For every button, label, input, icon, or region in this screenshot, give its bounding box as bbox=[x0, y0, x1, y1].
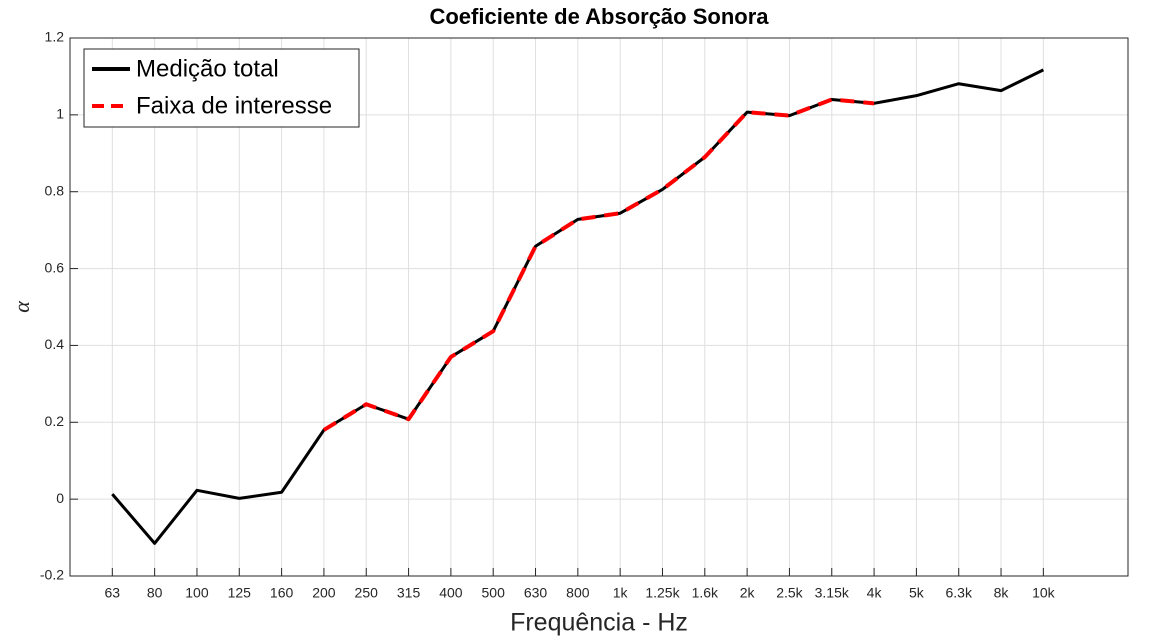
x-tick-label: 100 bbox=[185, 585, 209, 601]
axes-box bbox=[69, 37, 1129, 577]
x-tick-label: 63 bbox=[105, 585, 121, 601]
plot-area bbox=[70, 38, 1128, 576]
x-tick-label: 3.15k bbox=[815, 585, 850, 601]
x-tick-label: 6.3k bbox=[945, 585, 972, 601]
x-tick-label: 10k bbox=[1032, 585, 1056, 601]
x-tick-label: 1k bbox=[613, 585, 629, 601]
x-tick-label: 2k bbox=[740, 585, 756, 601]
x-tick-label: 125 bbox=[228, 585, 252, 601]
y-tick-label: 0.4 bbox=[45, 336, 65, 352]
x-tick-label: 4k bbox=[867, 585, 883, 601]
y-tick-label: 0.2 bbox=[45, 413, 65, 429]
legend-label: Medição total bbox=[136, 55, 279, 82]
y-tick-label: 1 bbox=[56, 106, 64, 122]
y-tick-label: 0.8 bbox=[45, 182, 65, 198]
x-tick-label: 630 bbox=[524, 585, 548, 601]
x-axis-label: Frequência - Hz bbox=[510, 609, 688, 637]
x-tick-label: 2.5k bbox=[776, 585, 803, 601]
x-tick-label: 500 bbox=[482, 585, 506, 601]
x-tick-label: 1.25k bbox=[645, 585, 680, 601]
y-tick-label: 1.2 bbox=[45, 29, 65, 45]
y-tick-label: -0.2 bbox=[40, 567, 64, 583]
x-tick-label: 80 bbox=[147, 585, 163, 601]
x-tick-label: 200 bbox=[312, 585, 336, 601]
x-tick-label: 5k bbox=[909, 585, 925, 601]
chart-title: Coeficiente de Absorção Sonora bbox=[429, 4, 769, 29]
x-tick-label: 400 bbox=[439, 585, 463, 601]
data-line bbox=[322, 97, 875, 432]
y-axis-label: α bbox=[9, 301, 34, 313]
legend-label: Faixa de interesse bbox=[136, 92, 332, 119]
x-tick-label: 8k bbox=[994, 585, 1010, 601]
legend-box bbox=[83, 48, 360, 128]
x-tick-label: 800 bbox=[566, 585, 590, 601]
x-tick-label: 1.6k bbox=[692, 585, 719, 601]
x-tick-label: 315 bbox=[397, 585, 421, 601]
data-line bbox=[111, 68, 1045, 545]
x-tick-label: 160 bbox=[270, 585, 294, 601]
y-tick-label: 0.6 bbox=[45, 259, 65, 275]
x-tick-label: 250 bbox=[355, 585, 379, 601]
y-tick-label: 0 bbox=[56, 490, 64, 506]
